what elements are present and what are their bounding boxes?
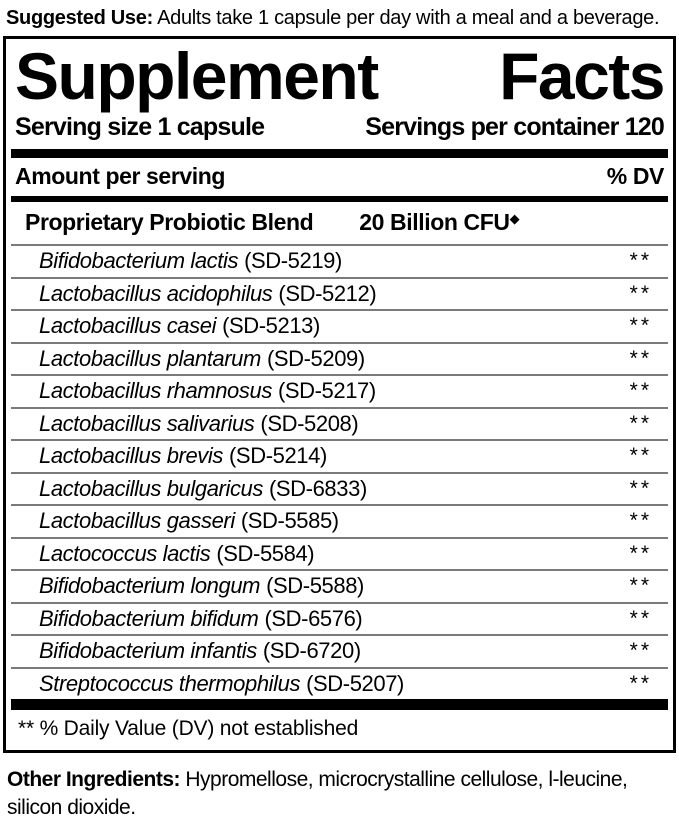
ingredients-table: Bifidobacterium lactis (SD-5219) ** Lacto…	[11, 244, 668, 699]
ingredient-strain-code: (SD-5209)	[266, 345, 365, 371]
ingredient-label: Lactobacillus gasseri (SD-5585)	[39, 508, 339, 534]
ingredient-name: Bifidobacterium longum	[39, 573, 261, 599]
ingredient-label: Lactococcus lactis (SD-5584)	[39, 540, 315, 567]
blend-amount-value: 20 Billion CFU	[359, 209, 510, 235]
amount-per-serving-header: Amount per serving	[15, 163, 226, 189]
ingredient-dv: **	[629, 281, 652, 305]
ingredient-label: Bifidobacterium bifidum (SD-6576)	[39, 605, 363, 632]
ingredient-strain-code: (SD-5588)	[266, 573, 364, 599]
ingredient-row: Lactobacillus acidophilus (SD-5212) **	[11, 276, 668, 310]
ingredient-dv: **	[629, 379, 652, 403]
ingredient-label: Bifidobacterium infantis (SD-6720)	[39, 638, 361, 664]
ingredient-row: Lactobacillus rhamnosus (SD-5217) **	[11, 374, 668, 407]
serving-size: Serving size 1 capsule	[15, 113, 265, 141]
ingredient-strain-code: (SD-5584)	[216, 540, 315, 566]
ingredient-dv: **	[629, 574, 652, 598]
ingredient-dv: **	[629, 314, 652, 338]
percent-dv-header: % DV	[606, 163, 665, 189]
ingredient-strain-code: (SD-5585)	[240, 508, 339, 534]
proprietary-blend-row: Proprietary Probiotic Blend 20 Billion C…	[11, 202, 668, 244]
ingredient-row: Lactobacillus salivarius (SD-5208) **	[11, 406, 668, 440]
ingredient-row: Lactobacillus gasseri (SD-5585) **	[11, 504, 668, 537]
ingredient-strain-code: (SD-6833)	[268, 475, 367, 501]
ingredient-row: Bifidobacterium bifidum (SD-6576) **	[11, 601, 668, 635]
ingredient-name: Lactobacillus casei	[39, 313, 217, 339]
ingredient-strain-code: (SD-6720)	[262, 638, 361, 664]
other-ingredients-label: Other Ingredients:	[7, 768, 181, 791]
ingredient-dv: **	[629, 346, 652, 370]
ingredient-dv: **	[629, 671, 652, 695]
ingredient-dv: **	[629, 476, 652, 500]
ingredient-strain-code: (SD-6576)	[264, 605, 363, 631]
supplement-facts-panel: Supplement Facts Serving size 1 capsule …	[3, 36, 676, 753]
ingredient-name: Bifidobacterium lactis	[39, 248, 239, 274]
ingredient-name: Lactobacillus salivarius	[39, 410, 255, 436]
ingredient-strain-code: (SD-5214)	[229, 443, 327, 469]
ingredient-label: Lactobacillus bulgaricus (SD-6833)	[39, 476, 367, 502]
ingredient-name: Bifidobacterium bifidum	[39, 605, 259, 631]
ingredient-strain-code: (SD-5213)	[222, 313, 320, 339]
ingredient-name: Lactobacillus plantarum	[39, 345, 261, 371]
ingredient-label: Lactobacillus rhamnosus (SD-5217)	[39, 378, 376, 404]
ingredient-strain-code: (SD-5208)	[260, 410, 359, 436]
suggested-use-text: Adults take 1 capsule per day with a mea…	[152, 7, 660, 29]
panel-title: Supplement Facts	[15, 39, 666, 113]
ingredient-name: Lactobacillus brevis	[39, 443, 223, 469]
ingredient-row: Bifidobacterium infantis (SD-6720) **	[11, 634, 668, 667]
cfu-diamond-icon: ◆	[509, 211, 520, 226]
serving-info-row: Serving size 1 capsule Servings per cont…	[11, 111, 668, 149]
ingredient-label: Lactobacillus acidophilus (SD-5212)	[39, 280, 377, 307]
ingredient-name: Lactobacillus bulgaricus	[39, 475, 263, 501]
ingredient-strain-code: (SD-5217)	[277, 378, 376, 404]
ingredient-dv: **	[629, 411, 652, 435]
ingredient-name: Streptococcus thermophilus	[39, 670, 301, 696]
ingredient-dv: **	[629, 509, 652, 533]
ingredient-name: Lactobacillus rhamnosus	[39, 378, 272, 404]
ingredient-name: Lactococcus lactis	[39, 540, 211, 566]
ingredient-row: Lactobacillus bulgaricus (SD-6833) **	[11, 471, 668, 505]
ingredient-name: Bifidobacterium infantis	[39, 638, 257, 664]
other-ingredients-text: Hypromellose, microcrystalline cellulose…	[7, 768, 628, 820]
ingredient-label: Lactobacillus casei (SD-5213)	[39, 313, 320, 339]
divider-bar-thick	[11, 149, 668, 158]
suggested-use: Suggested Use: Adults take 1 capsule per…	[0, 0, 679, 35]
ingredient-strain-code: (SD-5207)	[306, 670, 404, 696]
blend-amount: 20 Billion CFU◆	[359, 209, 519, 235]
ingredient-label: Lactobacillus plantarum (SD-5209)	[39, 346, 365, 372]
ingredient-dv: **	[629, 541, 652, 565]
blend-name: Proprietary Probiotic Blend	[25, 209, 314, 235]
ingredient-dv: **	[629, 639, 652, 663]
ingredient-label: Lactobacillus brevis (SD-5214)	[39, 443, 327, 469]
ingredient-name: Lactobacillus gasseri	[39, 508, 235, 534]
ingredient-label: Streptococcus thermophilus (SD-5207)	[39, 671, 404, 697]
ingredient-row: Lactococcus lactis (SD-5584) **	[11, 536, 668, 570]
ingredient-label: Bifidobacterium longum (SD-5588)	[39, 573, 364, 599]
ingredient-dv: **	[629, 249, 652, 273]
divider-bar-medium	[11, 196, 668, 202]
suggested-use-label: Suggested Use:	[6, 7, 153, 29]
dv-footnote: ** % Daily Value (DV) not established	[18, 717, 359, 740]
ingredient-dv: **	[629, 444, 652, 468]
ingredient-strain-code: (SD-5219)	[244, 248, 342, 274]
ingredient-row: Lactobacillus plantarum (SD-5209) **	[11, 341, 668, 375]
ingredient-dv: **	[629, 606, 652, 630]
ingredient-row: Lactobacillus brevis (SD-5214) **	[11, 439, 668, 472]
ingredient-row: Bifidobacterium longum (SD-5588) **	[11, 569, 668, 602]
ingredient-row: Bifidobacterium lactis (SD-5219) **	[11, 244, 668, 277]
servings-per-container: Servings per container 120	[365, 113, 665, 141]
ingredient-row: Lactobacillus casei (SD-5213) **	[11, 309, 668, 342]
other-ingredients: Other Ingredients: Hypromellose, microcr…	[0, 753, 664, 823]
divider-bar-bottom	[11, 699, 668, 710]
ingredient-name: Lactobacillus acidophilus	[39, 280, 273, 306]
amount-header-row: Amount per serving % DV	[11, 158, 668, 196]
ingredient-row: Streptococcus thermophilus (SD-5207) **	[11, 666, 668, 700]
ingredient-strain-code: (SD-5212)	[278, 280, 377, 306]
ingredient-label: Lactobacillus salivarius (SD-5208)	[39, 410, 359, 437]
ingredient-label: Bifidobacterium lactis (SD-5219)	[39, 248, 342, 274]
